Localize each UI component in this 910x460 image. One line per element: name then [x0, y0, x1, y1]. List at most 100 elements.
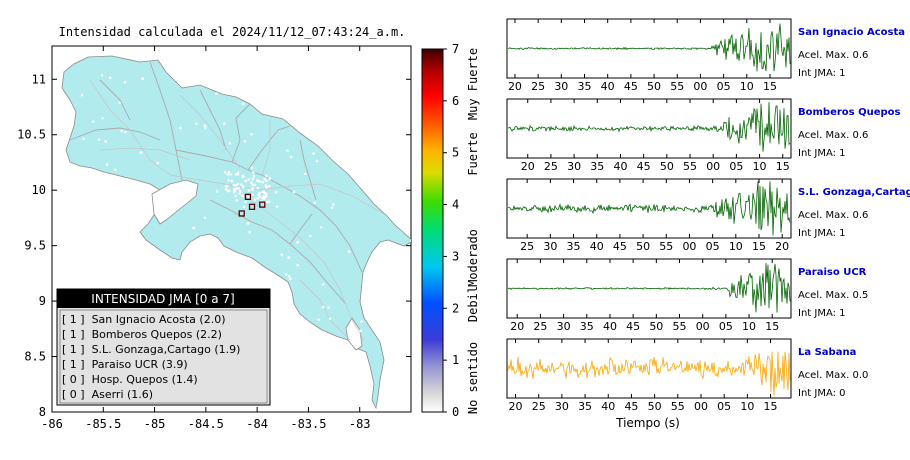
station-intensity: Int JMA: 1 — [798, 228, 846, 239]
time-tick-label: 40 — [603, 320, 617, 333]
population-dot — [228, 141, 232, 145]
time-tick-label: 25 — [520, 240, 534, 253]
population-dot — [253, 198, 257, 201]
population-dot — [224, 188, 228, 191]
population-dot — [100, 74, 104, 77]
time-tick-label: 30 — [543, 240, 557, 253]
population-dot — [315, 159, 319, 163]
population-dot — [156, 161, 159, 165]
time-tick-label: 05 — [717, 80, 731, 93]
population-dot — [317, 318, 321, 322]
population-dot — [263, 177, 267, 181]
time-tick-label: 15 — [763, 80, 777, 93]
population-dot — [240, 183, 243, 186]
colorbar-label-muy-fuerte: Muy Fuerte — [466, 48, 480, 120]
population-dot — [328, 317, 332, 320]
population-dot — [252, 174, 256, 178]
legend-item: [ 1 ] Paraiso UCR (3.9) — [62, 358, 188, 371]
legend-inner — [59, 309, 268, 404]
time-tick-label: 30 — [554, 80, 568, 93]
population-dot — [289, 155, 293, 159]
population-dot — [268, 200, 271, 204]
colorbar-tick-label: 0 — [452, 405, 459, 419]
station-name: Bomberos Quepos — [798, 107, 901, 118]
population-dot — [251, 183, 254, 186]
seismogram-panel: 25 30 35 40 45 50 55 00 05 10 15 20 S.L. Gonzaga,Car… — [506, 178, 910, 253]
time-tick-label: 25 — [532, 400, 546, 413]
time-tick-label: 55 — [673, 320, 687, 333]
time-tick-label: 50 — [648, 400, 662, 413]
population-dot — [97, 138, 101, 141]
colorbar-tick-label: 7 — [452, 42, 459, 56]
population-dot — [303, 172, 307, 176]
population-dot — [289, 277, 292, 281]
colorbar-tick-label: 4 — [452, 198, 459, 212]
population-dot — [264, 194, 268, 198]
population-dot — [250, 181, 253, 184]
time-tick-label: 30 — [557, 320, 571, 333]
population-dot — [235, 198, 239, 202]
time-tick-label: 45 — [626, 320, 640, 333]
station-marker — [248, 203, 256, 210]
population-dot — [179, 126, 182, 130]
population-dot — [258, 195, 262, 198]
map-x-tick-label: -84 — [246, 417, 268, 431]
colorbar-ticks: 7 6 5 4 3 2 1 0 — [443, 42, 459, 419]
station-accel: Acel. Max. 0.6 — [798, 50, 868, 61]
time-tick-label: 50 — [649, 320, 663, 333]
seismogram-panel: 20 25 30 35 40 45 50 55 00 05 10 15 Bomberos Quepos A… — [506, 98, 901, 173]
population-dot — [287, 274, 291, 278]
seismogram-panel: 20 25 30 35 40 45 50 55 00 05 10 15 San Ignacio Acos… — [506, 18, 905, 93]
population-dot — [237, 187, 240, 190]
time-tick-label: 00 — [706, 160, 720, 173]
map-y-tick-label: 10 — [32, 183, 46, 197]
map-x-tick-label: -83.5 — [290, 417, 326, 431]
population-dot — [251, 188, 254, 191]
time-tick-label: 35 — [590, 160, 604, 173]
population-dot — [287, 256, 290, 260]
station-accel: Acel. Max. 0.5 — [798, 290, 868, 301]
population-dot — [114, 168, 117, 172]
station-name: S.L. Gonzaga,Cartago — [798, 187, 910, 198]
time-tick-label: 45 — [624, 400, 638, 413]
seismogram-trace — [508, 102, 791, 152]
population-dot — [262, 190, 266, 193]
population-dot — [229, 173, 233, 176]
map-y-tick-label: 11 — [32, 72, 46, 86]
time-tick-label: 55 — [670, 80, 684, 93]
station-accel: Acel. Max. 0.6 — [798, 130, 868, 141]
population-dot — [309, 234, 312, 238]
colorbar-tick-label: 2 — [452, 301, 459, 315]
time-tick-label: 20 — [508, 80, 522, 93]
seismogram-panels: 20 25 30 35 40 45 50 55 00 05 10 15 San Ignacio Acos… — [506, 18, 910, 413]
station-intensity: Int JMA: 0 — [798, 388, 846, 399]
time-tick-label: 15 — [764, 400, 778, 413]
time-axis-label: Tiempo (s) — [615, 416, 680, 430]
population-dot — [124, 130, 127, 134]
time-tick-label: 40 — [613, 160, 627, 173]
population-dot — [322, 283, 325, 286]
population-dot — [296, 240, 300, 244]
colorbar-label-debil: Debil — [466, 286, 480, 322]
population-dot — [192, 226, 196, 230]
time-tick-label: 00 — [694, 400, 708, 413]
population-dot — [204, 126, 207, 129]
time-tick-label: 20 — [509, 400, 523, 413]
seismogram-panel: 20 25 30 35 40 45 50 55 00 05 10 15 Paraiso UCR Acel.… — [506, 258, 868, 333]
population-dot — [296, 263, 300, 267]
population-dot — [230, 179, 234, 183]
time-tick-label: 40 — [601, 80, 615, 93]
population-dot — [319, 226, 323, 229]
map-x-tick-label: -86 — [41, 417, 63, 431]
station-marker — [244, 193, 252, 200]
population-dot — [80, 93, 84, 97]
population-dot — [226, 189, 230, 193]
time-tick-label: 30 — [567, 160, 581, 173]
population-dot — [253, 183, 256, 187]
population-dot — [251, 177, 255, 181]
time-tick-label: 10 — [740, 400, 754, 413]
map-x-tick-label: -85.5 — [85, 417, 121, 431]
population-dot — [265, 200, 269, 204]
population-dot — [203, 216, 207, 220]
legend-item: [ 0 ] Hosp. Quepos (1.4) — [62, 373, 198, 386]
